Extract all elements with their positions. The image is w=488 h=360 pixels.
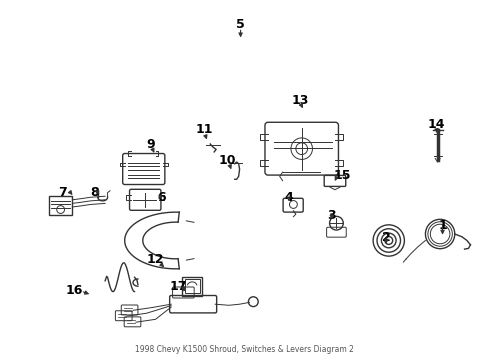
- Text: 14: 14: [427, 118, 444, 131]
- Text: 12: 12: [146, 253, 164, 266]
- Text: 7: 7: [58, 186, 67, 199]
- Text: 13: 13: [291, 94, 308, 107]
- Text: 1998 Chevy K1500 Shroud, Switches & Levers Diagram 2: 1998 Chevy K1500 Shroud, Switches & Leve…: [135, 346, 353, 354]
- Text: 2: 2: [381, 231, 390, 244]
- Text: 1: 1: [437, 219, 446, 231]
- Text: 9: 9: [146, 138, 155, 150]
- Bar: [184, 279, 199, 293]
- Bar: [182, 277, 202, 296]
- Text: 16: 16: [65, 284, 83, 297]
- Text: 11: 11: [195, 123, 213, 136]
- Bar: [49, 196, 72, 215]
- Text: 8: 8: [90, 186, 99, 199]
- Text: 17: 17: [169, 280, 187, 293]
- Text: 15: 15: [333, 169, 350, 182]
- Text: 4: 4: [284, 191, 292, 204]
- Text: 6: 6: [157, 191, 165, 204]
- Text: 3: 3: [326, 209, 335, 222]
- Text: 10: 10: [218, 154, 236, 167]
- Text: 5: 5: [236, 18, 244, 31]
